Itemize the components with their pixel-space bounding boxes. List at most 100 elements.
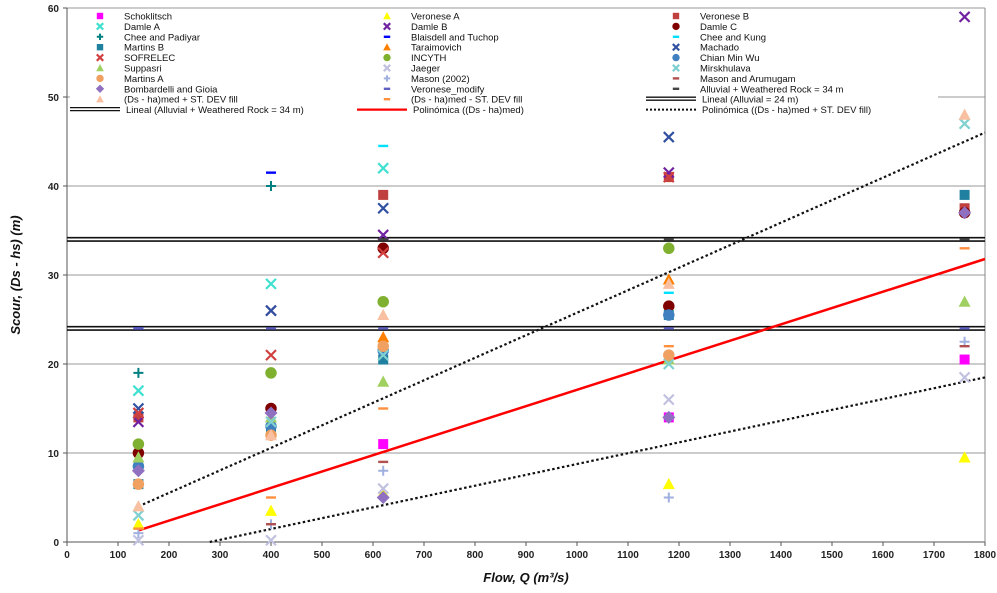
legend-item: Jaeger xyxy=(383,64,440,75)
legend-label: Alluvial + Weathered Rock = 34 m xyxy=(700,84,844,95)
data-point xyxy=(131,464,145,478)
legend-item: Mason (2002) xyxy=(383,74,470,85)
series-machado xyxy=(132,131,675,415)
data-point xyxy=(958,451,971,463)
y-tick-label: 60 xyxy=(48,4,60,15)
data-point xyxy=(663,358,675,370)
legend-label: Veronese A xyxy=(411,12,460,23)
data-point xyxy=(377,482,389,495)
legend-swatch xyxy=(672,53,680,62)
legend-item: Chian Min Wu xyxy=(672,53,760,64)
series-incyth xyxy=(132,242,675,450)
legend-item: Damle B xyxy=(383,22,447,33)
series-chee-and-kung xyxy=(378,144,674,294)
data-point xyxy=(958,206,972,220)
data-point xyxy=(959,354,970,365)
data-point xyxy=(132,509,145,522)
data-point xyxy=(378,465,389,476)
legend-swatch xyxy=(383,22,391,31)
series-jaeger xyxy=(132,371,971,546)
legend-label: Polinómica ((Ds - ha)med + ST. DEV fill) xyxy=(702,105,871,116)
y-tick-label: 10 xyxy=(48,449,60,460)
legend-swatch xyxy=(383,12,391,20)
legend-label: Lineal (Alluvial = 24 m) xyxy=(702,95,798,106)
x-tick-label: 400 xyxy=(263,550,280,561)
legend-item: Martins B xyxy=(96,43,164,54)
line-polin-mica-ds-ha-med-st-dev-fill xyxy=(137,131,986,508)
legend-label: Chian Min Wu xyxy=(700,53,760,64)
y-axis-ticks: 0 10 20 30 40 50 60 xyxy=(48,4,67,549)
data-point xyxy=(376,491,390,504)
data-point xyxy=(132,407,145,419)
series-sofrelec xyxy=(132,171,675,419)
data-point xyxy=(663,393,675,406)
series-mason-2002 xyxy=(133,336,970,539)
legend-label: Veronese_modify xyxy=(411,84,485,95)
data-point xyxy=(958,371,971,384)
legend-item: Chee and Kung xyxy=(672,32,766,43)
data-point xyxy=(662,410,676,424)
series-chee-and-padiyar xyxy=(133,181,276,378)
legend-item: Lineal (Alluvial + Weathered Rock = 34 m… xyxy=(70,105,304,116)
data-point xyxy=(958,108,971,120)
series-damle-c xyxy=(132,206,971,459)
legend-swatch xyxy=(96,22,104,31)
legend-label: Lineal (Alluvial + Weathered Rock = 34 m… xyxy=(126,105,304,116)
legend-item: Bombardelli and Gioia xyxy=(95,84,218,95)
legend-item: Mason and Arumugam xyxy=(672,74,796,85)
data-point xyxy=(377,308,390,321)
series-bombardelli-and-gioia xyxy=(131,206,972,504)
y-tick-label: 40 xyxy=(48,182,60,193)
data-point xyxy=(132,534,145,546)
legend-swatch xyxy=(95,84,105,93)
legend-swatch xyxy=(96,44,104,51)
series-veronese-b xyxy=(133,172,970,423)
legend-swatch xyxy=(672,22,680,31)
legend-label: Machado xyxy=(700,43,739,54)
data-point xyxy=(132,517,145,530)
legend-label: Blaisdell and Tuchop xyxy=(411,32,499,43)
x-tick-label: 1300 xyxy=(719,550,742,561)
x-tick-label: 300 xyxy=(212,550,229,561)
legend-swatch xyxy=(96,95,104,103)
legend-item: Veronese B xyxy=(672,12,749,23)
x-tick-label: 1500 xyxy=(821,550,844,561)
x-tick-label: 800 xyxy=(467,550,484,561)
data-point xyxy=(265,278,277,290)
data-point xyxy=(132,384,145,397)
legend-swatch xyxy=(96,53,104,62)
legend-swatch xyxy=(672,12,680,20)
legend-swatch xyxy=(383,53,391,62)
data-point xyxy=(265,534,277,546)
series-chian-min-wu xyxy=(132,309,675,473)
legend-item: Taraimovich xyxy=(383,43,462,54)
x-tick-label: 600 xyxy=(365,550,382,561)
series-damle-a xyxy=(132,162,389,397)
data-point xyxy=(663,242,675,255)
series-taraimovich xyxy=(132,273,675,467)
data-point xyxy=(265,304,277,317)
data-point xyxy=(133,412,144,423)
data-point xyxy=(265,349,277,361)
data-point xyxy=(266,181,276,191)
legend-item: Veronese_modify xyxy=(383,84,485,95)
x-tick-label: 1400 xyxy=(770,550,793,561)
legend-label: (Ds - ha)med - ST. DEV fill xyxy=(411,95,522,106)
legend-swatch xyxy=(383,64,391,72)
legend-item: SOFRELEC xyxy=(96,53,175,64)
line-polin-mica-ds-ha-med-st-dev-fill xyxy=(209,376,986,544)
legend-label: Schoklitsch xyxy=(124,12,172,23)
legend-label: Bombardelli and Gioia xyxy=(124,84,218,95)
series-suppasri xyxy=(132,295,971,463)
y-tick-label: 30 xyxy=(48,271,60,282)
legend-item: Polinómica ((Ds - ha)med + ST. DEV fill) xyxy=(646,105,871,116)
legend-swatch xyxy=(96,33,104,40)
data-point xyxy=(265,504,277,516)
data-point xyxy=(663,300,675,312)
y-tick-label: 50 xyxy=(48,93,60,104)
y-tick-label: 0 xyxy=(53,538,59,549)
data-point xyxy=(663,492,674,503)
data-point xyxy=(378,189,389,200)
x-tick-label: 1600 xyxy=(872,550,895,561)
legend-label: SOFRELEC xyxy=(124,53,175,64)
